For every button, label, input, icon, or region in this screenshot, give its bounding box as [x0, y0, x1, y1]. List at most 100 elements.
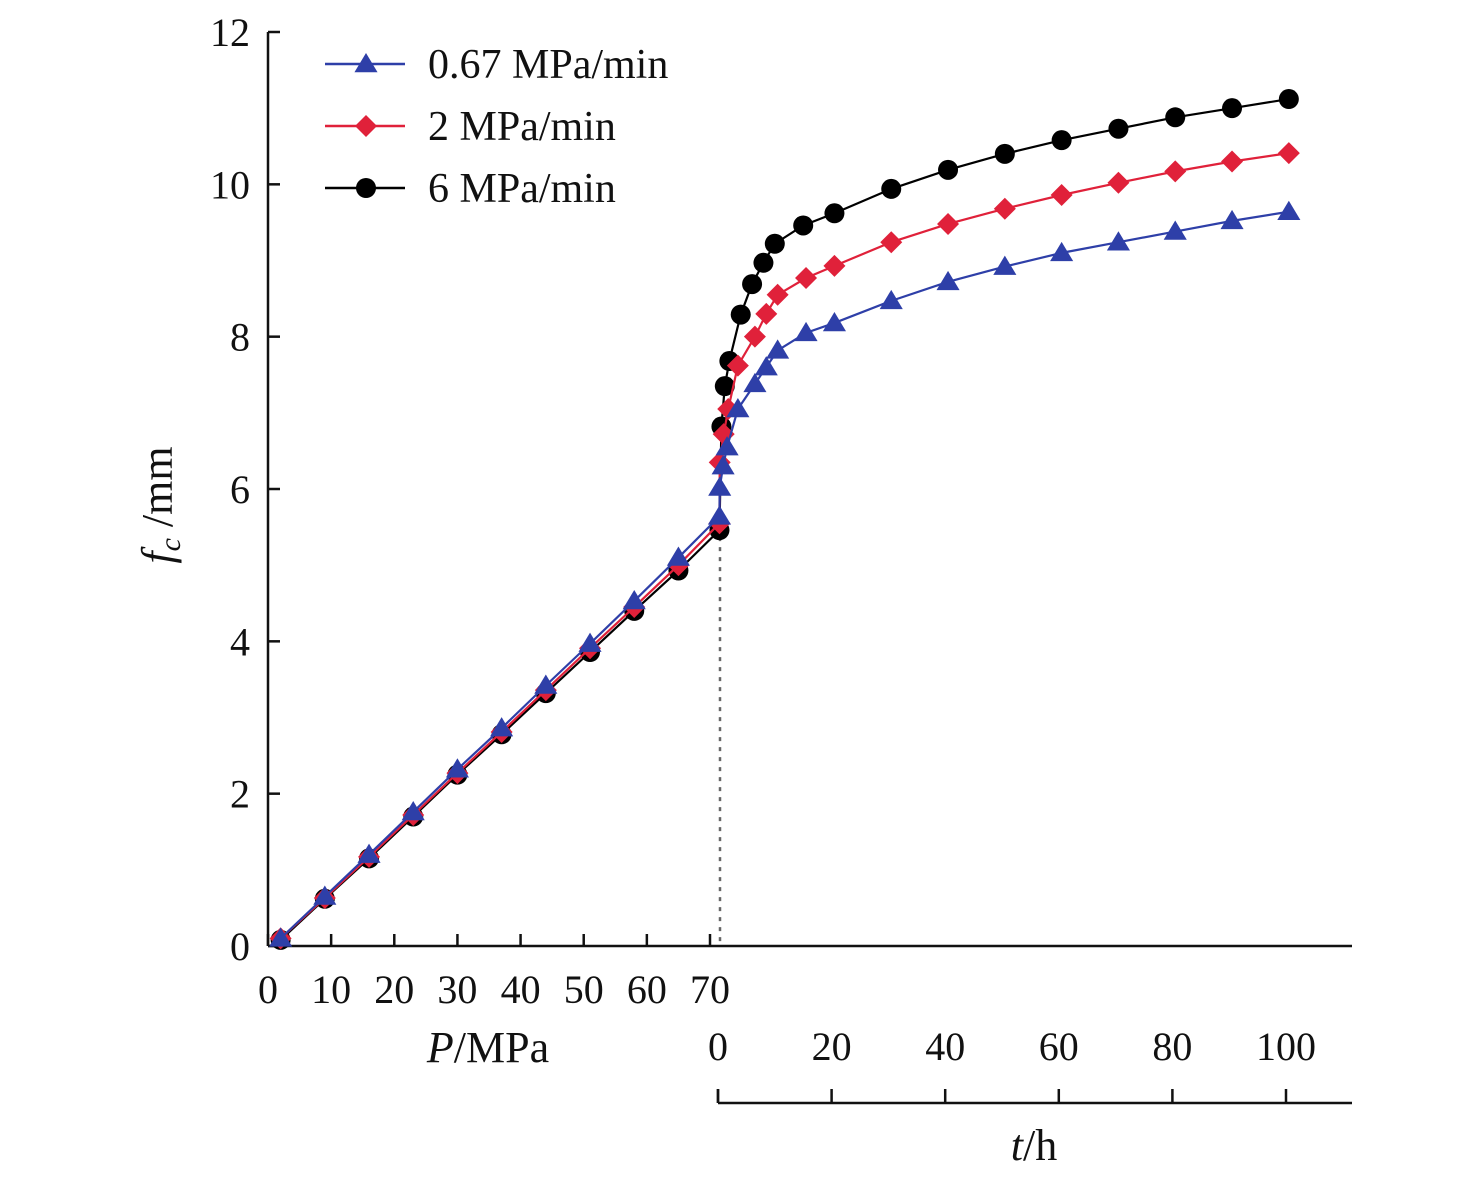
series-line	[279, 152, 1290, 940]
data-point	[1278, 89, 1299, 110]
data-point	[764, 233, 785, 254]
data-point	[715, 436, 739, 456]
data-point	[938, 159, 959, 180]
data-point	[666, 546, 690, 566]
y-tick-label: 10	[210, 162, 250, 207]
series-triangle	[269, 200, 1301, 947]
data-point	[269, 927, 293, 947]
y-axis-label-unit: /mm	[133, 446, 182, 538]
x-pressure-tick-label: 70	[690, 967, 730, 1012]
data-point	[707, 505, 732, 525]
series-circle	[270, 89, 1299, 950]
data-point	[534, 674, 558, 694]
data-point	[881, 178, 902, 199]
x-pressure-tick-label: 30	[437, 967, 477, 1012]
data-point	[743, 325, 766, 348]
data-point	[1277, 200, 1301, 221]
legend-label: 2 MPa/min	[428, 104, 616, 150]
x-axis-label-pressure: P/MPa	[426, 1023, 549, 1072]
data-point	[753, 252, 774, 273]
x-time-tick-label: 0	[708, 1024, 728, 1069]
x-time-tick-label: 60	[1039, 1024, 1079, 1069]
data-point	[743, 372, 767, 393]
data-point	[1277, 142, 1300, 165]
data-point	[1050, 183, 1073, 206]
data-point	[936, 270, 960, 291]
data-point	[726, 398, 750, 418]
x-pressure-tick-label: 20	[374, 967, 414, 1012]
data-point	[1163, 220, 1187, 240]
data-point	[993, 255, 1017, 275]
x-pressure-tick-label: 60	[627, 967, 667, 1012]
legend: 0.67 MPa/min 2 MPa/min 6 MPa/min	[325, 42, 668, 212]
data-point	[994, 143, 1015, 164]
y-tick-label: 8	[230, 315, 250, 360]
data-point	[708, 476, 732, 496]
data-point	[766, 283, 789, 306]
legend-label: 0.67 MPa/min	[428, 42, 668, 88]
data-point	[754, 356, 778, 376]
data-point	[822, 311, 846, 332]
x-pressure-tick-label: 10	[311, 967, 351, 1012]
data-point	[445, 758, 469, 778]
legend-marker	[354, 53, 378, 73]
data-point	[880, 231, 903, 254]
data-point	[794, 321, 818, 342]
x-time-tick-label: 40	[925, 1024, 965, 1069]
data-point	[993, 197, 1016, 220]
y-tick-label: 0	[230, 924, 250, 969]
data-point	[795, 267, 818, 290]
data-point	[730, 304, 751, 325]
data-point	[824, 203, 845, 224]
data-point	[726, 354, 749, 377]
data-point	[742, 274, 763, 295]
data-point	[823, 254, 846, 277]
data-point	[1106, 231, 1130, 251]
data-point	[401, 800, 425, 821]
x-axis-label-time-unit: /h	[1023, 1121, 1057, 1170]
data-point	[937, 212, 960, 235]
axes: 0 2 4 6 8 10 12 0 10 20 30 40 50 60 70 0 20 40 60 80 100	[210, 10, 1352, 1105]
y-tick-label: 2	[230, 772, 250, 817]
data-point	[1220, 209, 1244, 230]
legend-marker	[355, 115, 377, 137]
x-time-tick-label: 20	[812, 1024, 852, 1069]
data-point	[879, 289, 903, 310]
data-point	[1108, 118, 1129, 139]
series-line	[279, 210, 1290, 940]
data-point	[1050, 241, 1074, 262]
y-tick-label: 12	[210, 10, 250, 55]
x-pressure-tick-label: 0	[258, 967, 278, 1012]
data-point	[490, 717, 514, 737]
data-point	[578, 632, 602, 652]
series-line	[279, 97, 1290, 941]
x-pressure-tick-label: 50	[564, 967, 604, 1012]
y-axis-label-sub: c	[154, 538, 187, 551]
x-axis-label-time: t/h	[1011, 1121, 1057, 1170]
legend-label: 6 MPa/min	[428, 166, 616, 212]
y-tick-label: 4	[230, 619, 250, 664]
x-axis-label-pressure-unit: /MPa	[454, 1023, 549, 1072]
x-time-tick-label: 100	[1256, 1024, 1316, 1069]
data-point	[1051, 130, 1072, 151]
data-point	[793, 215, 814, 236]
x-time-tick-label: 80	[1152, 1024, 1192, 1069]
data-point	[766, 339, 790, 359]
data-point	[1222, 98, 1243, 119]
legend-marker	[356, 178, 376, 198]
y-tick-label: 6	[230, 467, 250, 512]
data-point	[1164, 160, 1187, 183]
data-point	[755, 302, 778, 325]
x-axis-label-time-var: t	[1011, 1121, 1025, 1170]
data-point	[714, 376, 735, 397]
series-diamond	[269, 142, 1300, 950]
x-pressure-tick-label: 40	[501, 967, 541, 1012]
data-point	[1165, 107, 1186, 128]
x-axis-label-pressure-var: P	[426, 1023, 454, 1072]
data-point	[313, 885, 337, 905]
data-point	[711, 455, 735, 475]
series-layer	[269, 89, 1301, 950]
y-axis-label: fc /mm	[133, 446, 187, 563]
data-point	[1221, 150, 1244, 173]
